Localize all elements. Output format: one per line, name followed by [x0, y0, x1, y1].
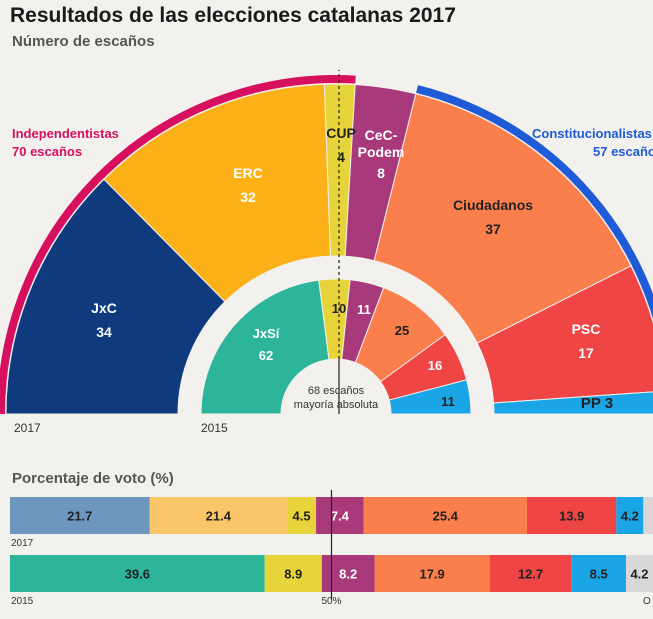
vote-value-2015-segment-2: 8.9 — [284, 567, 302, 582]
vote-value-2015-segment-7: 4.2 — [630, 567, 648, 582]
vote-value-2017-segment-3: 4.5 — [293, 509, 311, 524]
block-seats-constitucionalistas: 57 escaños — [593, 144, 653, 159]
vote-value-2017-segment-6: 13.9 — [559, 509, 584, 524]
vote-bar-2017-segment-1 — [10, 497, 150, 534]
seat-label-2017-erc-seats: 32 — [240, 189, 256, 205]
vote-value-2017-segment-5: 25.4 — [433, 509, 459, 524]
seat-label-2015-jxsi-name: JxSí — [253, 326, 280, 341]
block-seats-independentistas: 70 escaños — [12, 144, 82, 159]
vote-value-2015-segment-5: 12.7 — [518, 567, 543, 582]
vote-year-label-2017: 2017 — [11, 538, 34, 549]
seat-label-2017-psc-seats: 17 — [578, 345, 594, 361]
seat-label-2017-jxc-name: JxC — [91, 300, 117, 316]
chart-title: Resultados de las elecciones catalanas 2… — [10, 4, 456, 27]
vote-bar-2015-segment-6 — [571, 555, 626, 592]
vote-bar-2015-segment-1 — [10, 555, 265, 592]
seat-label-2015-party-4-seats: 25 — [395, 323, 409, 338]
vote-bar-2015-segment-7 — [625, 555, 653, 592]
center-hole — [281, 359, 391, 414]
seat-label-2017-cec-podem-line2: Podem — [358, 144, 405, 160]
seat-label-2017-pp: PP 3 — [581, 395, 613, 412]
vote-bar-2015-segment-4 — [374, 555, 490, 592]
year-label-2015: 2015 — [201, 421, 228, 435]
majority-label-line1: 68 escaños — [308, 385, 365, 397]
vote-bar-2017-segment-2 — [149, 497, 288, 534]
block-arc-constitucionalistas — [416, 85, 653, 320]
vote-bar-2017-segment-7 — [616, 497, 644, 534]
vote-bar-2015-segment-3 — [321, 555, 375, 592]
vote-value-2015-segment-4: 17.9 — [419, 567, 444, 582]
seat-label-2017-cec-podem-seats: 8 — [377, 165, 385, 181]
parliament-chart: 68 escaños mayoría absoluta JxC 34 ERC 32 CUP 4… — [0, 70, 653, 435]
seat-label-2017-erc-name: ERC — [233, 165, 263, 181]
vote-value-2017-segment-1: 21.7 — [67, 509, 92, 524]
others-label: O — [643, 596, 651, 607]
seat-label-2017-cec-podem-line1: CeC- — [365, 127, 398, 143]
vote-bar-2017-others — [643, 497, 653, 534]
vote-share-title: Porcentaje de voto (%) — [12, 470, 174, 487]
vote-bar-2017-segment-5 — [363, 497, 527, 534]
seat-label-2017-cup-seats: 4 — [337, 149, 345, 165]
ring-separator — [178, 256, 494, 414]
vote-value-2017-segment-7: 4.2 — [621, 509, 639, 524]
seat-label-2017-ciudadanos-name: Ciudadanos — [453, 197, 533, 213]
seat-label-2015-party-6-seats: 11 — [441, 394, 455, 409]
vote-bar-2015-segment-2 — [264, 555, 322, 592]
seat-label-2015-party-3-seats: 11 — [357, 302, 371, 317]
block-label-independentistas: Independentistas — [12, 126, 119, 141]
seat-label-2015-party-2-seats: 10 — [332, 301, 346, 316]
vote-bar-2017-segment-6 — [526, 497, 617, 534]
vote-value-2015-segment-6: 8.5 — [590, 567, 608, 582]
block-label-constitucionalistas: Constitucionalistas — [532, 126, 652, 141]
vote-year-label-2015: 2015 — [11, 596, 34, 607]
vote-bar-2017-segment-3 — [287, 497, 317, 534]
vote-bar-2015-segment-5 — [489, 555, 572, 592]
vote-value-2015-segment-3: 8.2 — [339, 567, 357, 582]
seat-label-2017-ciudadanos-seats: 37 — [485, 221, 501, 237]
fifty-percent-label: 50% — [321, 596, 341, 607]
seat-label-2015-party-5-seats: 16 — [428, 358, 442, 373]
majority-label-line2: mayoría absoluta — [294, 399, 379, 411]
year-label-2017: 2017 — [14, 421, 41, 435]
seat-label-2017-jxc-seats: 34 — [96, 324, 112, 340]
vote-value-2015-segment-1: 39.6 — [125, 567, 150, 582]
block-arc-independentistas — [0, 75, 356, 415]
vote-value-2017-segment-4: 7.4 — [331, 509, 350, 524]
seat-label-2017-cup-name: CUP — [326, 125, 356, 141]
seat-label-2017-psc-name: PSC — [572, 321, 601, 337]
vote-bar-2017-segment-4 — [316, 497, 364, 534]
chart-subtitle: Número de escaños — [12, 33, 155, 50]
seat-label-2015-jxsi-seats: 62 — [259, 348, 273, 363]
vote-value-2017-segment-2: 21.4 — [206, 509, 232, 524]
